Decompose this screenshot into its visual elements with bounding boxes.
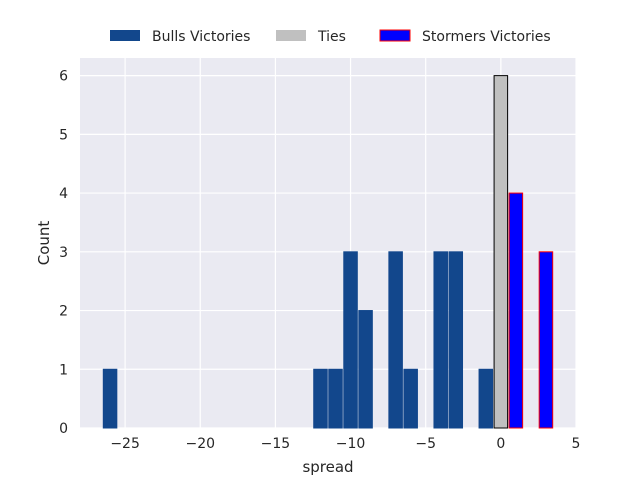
legend-label: Ties — [317, 29, 346, 45]
legend-swatch — [276, 30, 306, 41]
y-tick-label: 4 — [59, 186, 68, 202]
x-tick-label: 0 — [496, 436, 505, 452]
bar — [343, 251, 358, 429]
y-tick-label: 5 — [59, 127, 68, 143]
bar — [328, 368, 343, 429]
grid-lines — [80, 58, 577, 429]
legend-label: Stormers Victories — [422, 29, 551, 45]
y-axis-label: Count — [35, 221, 53, 266]
plot-area — [80, 58, 576, 428]
x-axis-label: spread — [302, 458, 353, 476]
x-tick-label: −25 — [110, 436, 140, 452]
y-tick-label: 6 — [59, 69, 68, 85]
bar — [358, 310, 373, 429]
y-tick-label: 2 — [59, 304, 68, 320]
y-tick-label: 0 — [59, 421, 68, 437]
bar — [538, 251, 554, 429]
bar — [478, 368, 494, 429]
x-tick-label: −5 — [415, 436, 436, 452]
bars — [102, 75, 554, 429]
legend-swatch — [110, 30, 140, 41]
y-tick-label: 3 — [59, 245, 68, 261]
bar — [403, 368, 418, 429]
x-tick-label: −20 — [185, 436, 215, 452]
legend: Bulls Victories Ties Stormers Victories — [110, 29, 551, 45]
y-tick-label: 1 — [59, 362, 68, 378]
bar — [102, 368, 118, 429]
x-tick-label: −10 — [336, 436, 366, 452]
bar — [433, 251, 448, 429]
bar — [448, 251, 464, 429]
bar — [313, 368, 328, 429]
legend-label: Bulls Victories — [152, 29, 250, 45]
legend-swatch — [379, 29, 411, 42]
bar — [493, 75, 509, 429]
bar — [388, 251, 403, 429]
x-tick-label: 5 — [572, 436, 581, 452]
tick-labels: −25 −20 −15 −10 −5 0 5 0 1 2 3 4 5 6 — [59, 69, 580, 452]
bar — [508, 192, 524, 429]
x-tick-label: −15 — [261, 436, 291, 452]
